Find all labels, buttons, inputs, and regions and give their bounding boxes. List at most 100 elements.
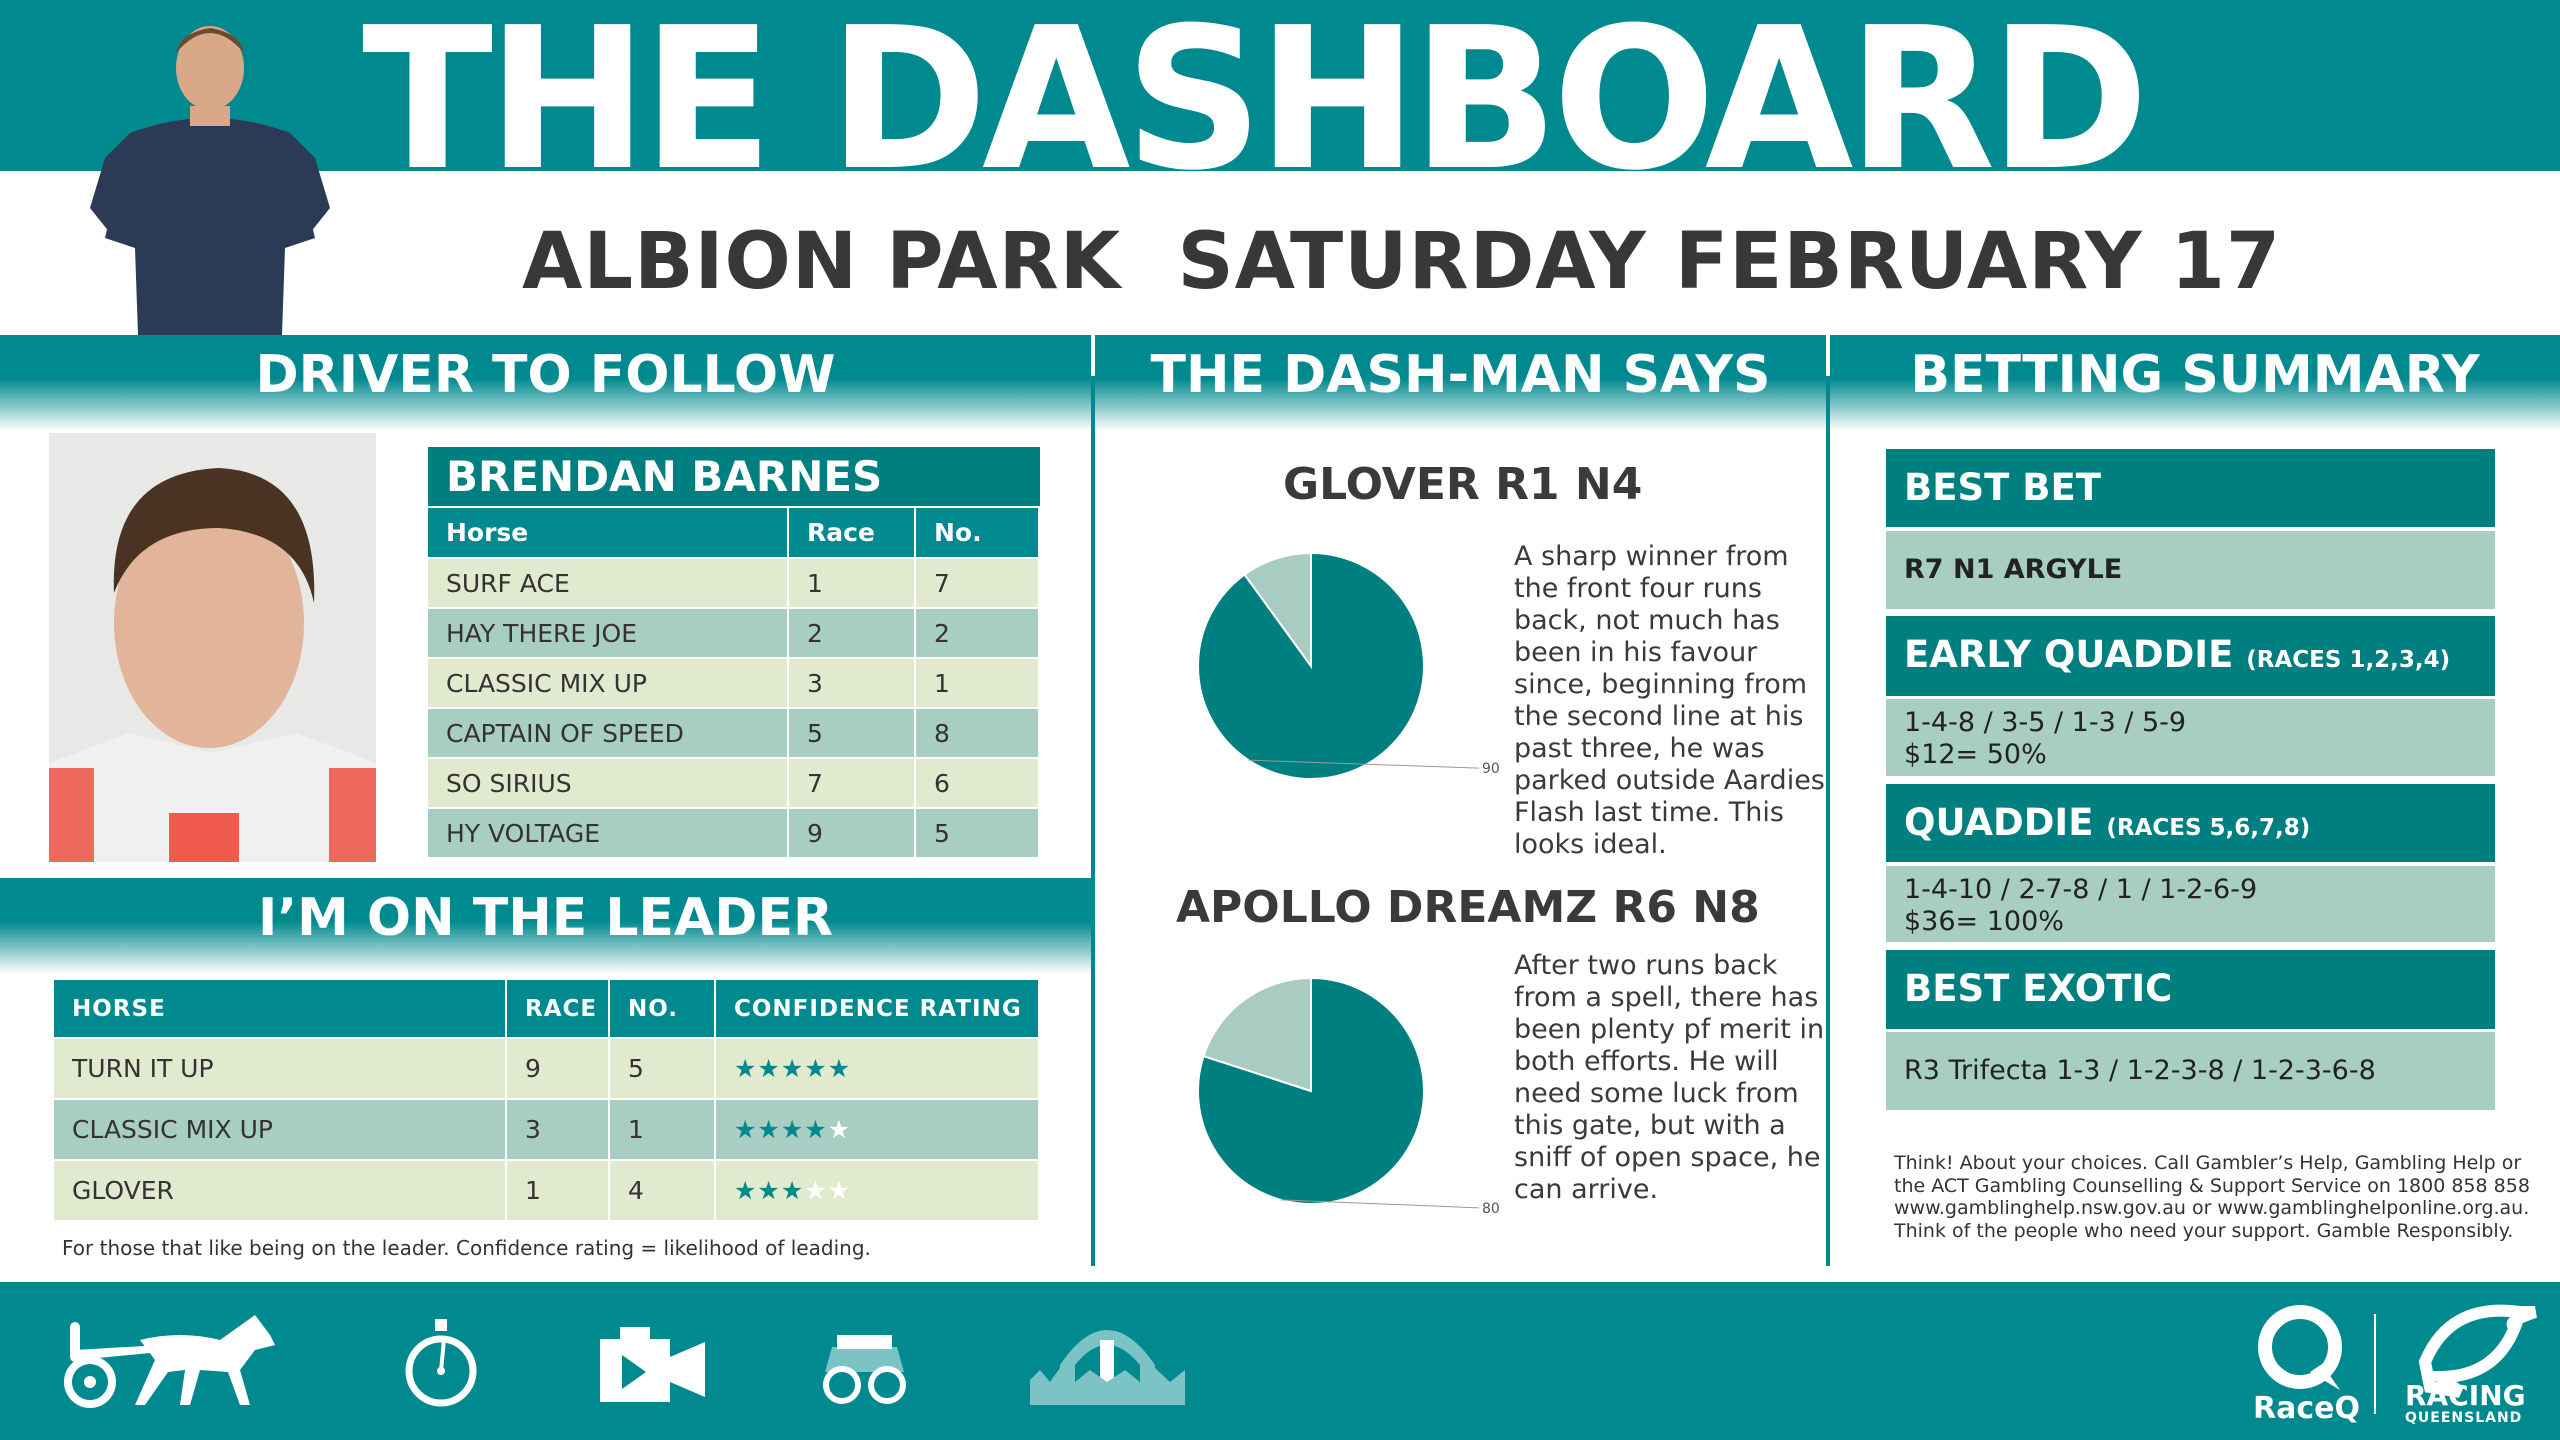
table-cell: 8 [915, 708, 1040, 759]
leader-line [1248, 759, 1480, 769]
page-title: THE DASHBOARD [362, 0, 2149, 214]
box-value: R3 Trifecta 1-3 / 1-2-3-8 / 1-2-3-6-8 [1886, 1032, 2495, 1110]
video-camera-icon [600, 1327, 705, 1402]
star-icon: ★ [734, 1115, 758, 1144]
table-cell: 9 [788, 808, 916, 859]
star-icon: ★ [757, 1176, 781, 1205]
dashman-section-title: THE DASH-MAN SAYS [1150, 345, 1771, 405]
confidence-rating: ★★★★★ [715, 1099, 1040, 1161]
column-header: Race [788, 508, 916, 559]
box-value: R7 N1 ARGYLE [1886, 531, 2495, 609]
raceq-logo-text: RaceQ [2253, 1391, 2360, 1426]
table-row: HAY THERE JOE 2 2 [428, 608, 1040, 659]
best-bet-box: BEST BET R7 N1 ARGYLE [1886, 449, 2495, 609]
racing-logo-text: RACING [2405, 1379, 2526, 1412]
table-cell: 1 [915, 658, 1040, 709]
pie-data-label: 90% [1482, 761, 1500, 777]
early-quaddie-box: EARLY QUADDIE (RACES 1,2,3,4) 1-4-8 / 3-… [1886, 616, 2495, 776]
box-title: EARLY QUADDIE (RACES 1,2,3,4) [1886, 616, 2495, 696]
table-cell: 7 [788, 758, 916, 809]
star-icon: ★ [804, 1054, 828, 1083]
pick-name: GLOVER R1 N4 [1283, 459, 1643, 510]
table-cell: SO SIRIUS [428, 758, 789, 809]
column-header: HORSE [54, 980, 507, 1039]
box-title: BEST BET [1886, 449, 2495, 527]
table-cell: 5 [915, 808, 1040, 859]
pick-blurb: After two runs back from a spell, there … [1514, 950, 1825, 1205]
table-cell: GLOVER [54, 1160, 507, 1222]
driver-table: Horse Race No. SURF ACE 1 7 HAY THERE JOE 2 2… [428, 508, 1040, 859]
box-line: $12= 50% [1904, 739, 2047, 770]
table-cell: 2 [788, 608, 916, 659]
table-cell: CAPTAIN OF SPEED [428, 708, 789, 759]
pie-slice [1243, 551, 1312, 670]
table-cell: 2 [915, 608, 1040, 659]
horseshoe-gate-icon [1030, 1330, 1185, 1405]
table-cell: 5 [788, 708, 916, 759]
table-header-row: HORSE RACE NO. CONFIDENCE RATING [54, 980, 1040, 1039]
table-cell: 4 [609, 1160, 716, 1222]
table-row: CLASSIC MIX UP 3 1 ★★★★★ [54, 1099, 1040, 1161]
raceq-racing-queensland-logo [2258, 1304, 2537, 1414]
star-icon: ★ [780, 1176, 805, 1205]
table-cell: 1 [788, 558, 916, 609]
star-icon: ★ [804, 1115, 828, 1144]
column-header: No. [915, 508, 1040, 559]
pie-chart: 90% [1197, 551, 1500, 780]
table-cell: 3 [506, 1099, 610, 1161]
betting-section-header: BETTING SUMMARY [1830, 335, 2560, 431]
driver-photo [49, 433, 376, 862]
table-row: CAPTAIN OF SPEED 5 8 [428, 708, 1040, 759]
leader-section-title: I’M ON THE LEADER [257, 888, 834, 948]
table-row: GLOVER 1 4 ★★★★★ [54, 1160, 1040, 1222]
box-title-text: QUADDIE [1904, 801, 2094, 844]
pie-chart: 80% [1197, 976, 1500, 1217]
table-cell: 5 [609, 1038, 716, 1100]
pie-slice [1202, 976, 1312, 1093]
table-row: SURF ACE 1 7 [428, 558, 1040, 609]
binoculars-icon [823, 1335, 906, 1404]
table-row: TURN IT UP 9 5 ★★★★★ [54, 1038, 1040, 1100]
table-cell: 1 [609, 1099, 716, 1161]
table-header-row: Horse Race No. [428, 508, 1040, 559]
table-cell: 9 [506, 1038, 610, 1100]
column-divider [1091, 376, 1095, 1266]
box-line: 1-4-10 / 2-7-8 / 1 / 1-2-6-9 [1904, 874, 2258, 905]
confidence-rating: ★★★★★ [715, 1038, 1040, 1100]
column-divider [1826, 376, 1830, 1266]
table-row: HY VOLTAGE 9 5 [428, 808, 1040, 859]
leader-line [1280, 1199, 1480, 1209]
table-cell: 3 [788, 658, 916, 709]
pick-blurb: A sharp winner from the front four runs … [1514, 541, 1825, 860]
star-icon: ★ [827, 1176, 852, 1205]
table-cell: HY VOLTAGE [428, 808, 789, 859]
page-subtitle: ALBION PARK SATURDAY FEBRUARY 17 [522, 217, 2282, 307]
box-subtitle: (RACES 5,6,7,8) [2106, 815, 2311, 841]
quaddie-box: QUADDIE (RACES 5,6,7,8) 1-4-10 / 2-7-8 /… [1886, 784, 2495, 942]
star-icon: ★ [804, 1176, 828, 1205]
table-cell: 6 [915, 758, 1040, 809]
pie-slice [1197, 976, 1425, 1205]
pick-name: APOLLO DREAMZ R6 N8 [1176, 882, 1760, 933]
star-icon: ★ [734, 1054, 758, 1083]
table-cell: HAY THERE JOE [428, 608, 789, 659]
driver-name: BRENDAN BARNES [428, 447, 1040, 506]
table-cell: SURF ACE [428, 558, 789, 609]
header-band [0, 0, 2560, 171]
box-title: QUADDIE (RACES 5,6,7,8) [1886, 784, 2495, 862]
column-header: RACE [506, 980, 610, 1039]
box-title: BEST EXOTIC [1886, 950, 2495, 1029]
stopwatch-icon [405, 1319, 477, 1407]
star-icon: ★ [780, 1115, 805, 1144]
driver-section-header: DRIVER TO FOLLOW [0, 335, 1091, 431]
column-header: NO. [609, 980, 716, 1039]
best-exotic-box: BEST EXOTIC R3 Trifecta 1-3 / 1-2-3-8 / … [1886, 950, 2495, 1110]
star-icon: ★ [734, 1176, 758, 1205]
star-icon: ★ [827, 1054, 852, 1083]
confidence-rating: ★★★★★ [715, 1160, 1040, 1222]
leader-footnote: For those that like being on the leader.… [62, 1236, 871, 1260]
gambling-disclaimer: Think! About your choices. Call Gambler’… [1894, 1152, 2530, 1242]
footer: RaceQ RACING QUEENSLAND [0, 1282, 2560, 1440]
queensland-logo-text: QUEENSLAND [2405, 1410, 2523, 1426]
column-header: CONFIDENCE RATING [715, 980, 1040, 1039]
